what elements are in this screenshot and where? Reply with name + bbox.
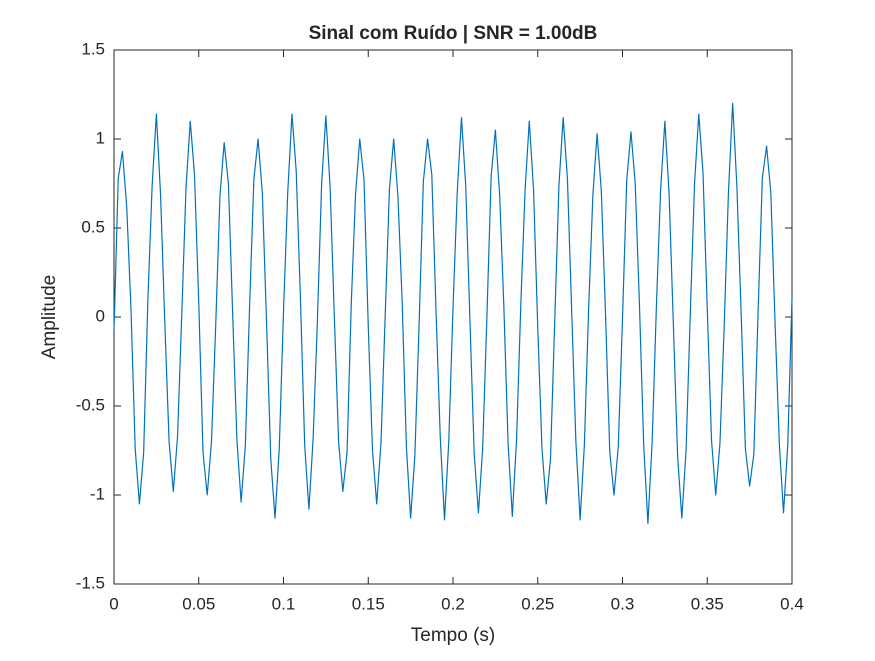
chart-title: Sinal com Ruído | SNR = 1.00dB	[309, 23, 598, 44]
x-tick-label: 0.2	[441, 594, 465, 613]
y-tick-label: 0	[96, 306, 105, 325]
x-tick-label: 0.05	[182, 594, 215, 613]
x-tick-label: 0.15	[352, 594, 385, 613]
y-tick-label: 1	[96, 128, 105, 147]
x-axis-label: Tempo (s)	[411, 625, 495, 646]
x-tick-label: 0	[109, 594, 118, 613]
y-tick-label: 0.5	[81, 217, 105, 236]
x-tick-label: 0.25	[521, 594, 554, 613]
x-tick-label: 0.35	[691, 594, 724, 613]
x-tick-label: 0.1	[272, 594, 296, 613]
y-axis-label: Amplitude	[39, 275, 60, 360]
y-tick-label: 1.5	[81, 39, 105, 58]
x-tick-label: 0.3	[611, 594, 635, 613]
y-tick-label: -0.5	[76, 395, 105, 414]
y-tick-label: -1	[90, 484, 105, 503]
data-line	[113, 102, 793, 525]
y-tick-label: -1.5	[76, 573, 105, 592]
x-tick-label: 0.4	[780, 594, 804, 613]
